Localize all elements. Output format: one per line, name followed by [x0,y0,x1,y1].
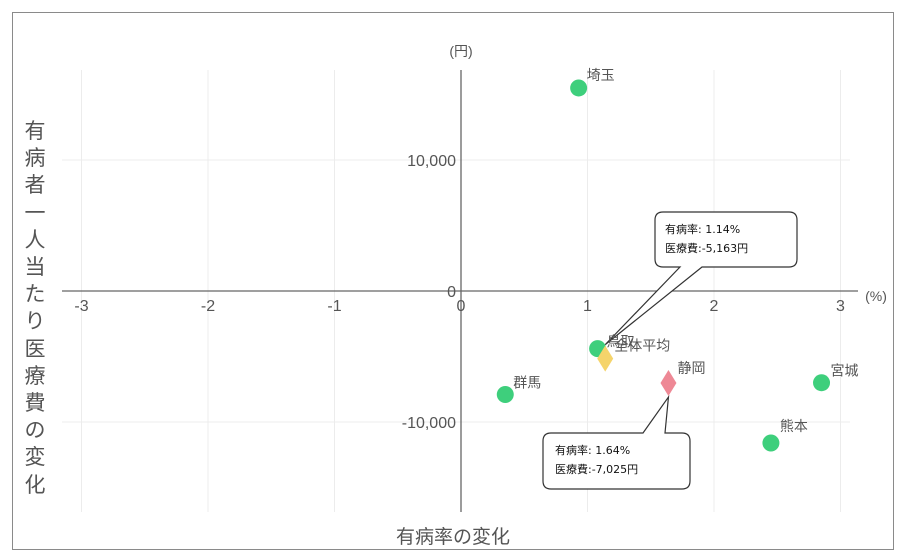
x-tick-label: -2 [201,298,215,315]
y-axis-label-char: 化 [24,472,46,497]
x-tick-label: -3 [74,298,88,315]
point-群馬 [496,385,514,403]
x-tick-label: -1 [327,298,341,315]
y-axis-label-char: 変 [24,445,46,470]
point-label-宮城: 宮城 [831,364,859,380]
y-axis-label-char: 療 [24,363,46,388]
point-宮城 [813,374,831,392]
point-label-群馬: 群馬 [513,375,541,391]
y-axis-label: 有病者一人当たり医療費の変化 [20,118,50,499]
x-unit-label: (%) [865,288,887,304]
x-tick-label: 3 [836,298,845,315]
point-埼玉 [570,79,588,97]
point-label-埼玉: 埼玉 [587,68,615,84]
tooltip-average [604,211,798,346]
y-tick-label: -10,000 [402,415,456,432]
tooltip-shizuoka-rate: 有病率: 1.64% [555,443,630,457]
point-label-全体平均: 全体平均 [614,338,670,355]
x-axis-label: 有病率の変化 [395,526,510,548]
point-label-静岡: 静岡 [677,361,705,377]
x-tick-label: 1 [583,298,592,315]
tooltip-average-cost: 医療費:-5,163円 [665,241,748,255]
point-全体平均 [597,345,614,372]
tooltip-shizuoka-cost: 医療費:-7,025円 [555,462,638,476]
y-axis-label-char: り [24,309,46,334]
y-axis-label-char: 一 [24,200,46,225]
y-tick-label: 0 [447,284,456,301]
y-axis-label-char: 有 [24,119,46,143]
y-axis-label-char: た [24,282,46,307]
y-axis-label-char: 病 [24,146,46,171]
x-tick-label: 0 [457,298,466,315]
chart-border [12,12,894,550]
y-tick-label: 10,000 [407,153,456,170]
point-静岡 [660,370,677,397]
point-熊本 [762,434,780,452]
y-axis-label-char: 当 [24,255,46,280]
y-axis-label-char: の [24,418,46,443]
y-axis-label-char: 医 [24,336,46,361]
y-axis-label-char: 費 [24,391,46,416]
tooltip-shizuoka [542,394,691,490]
point-label-鳥取: 鳥取 [607,335,635,351]
point-label-熊本: 熊本 [780,419,808,435]
x-tick-label: 2 [710,298,719,315]
tooltip-average-rate: 有病率: 1.14% [665,222,740,236]
y-axis-label-char: 人 [24,227,46,252]
y-axis-label-char: 者 [24,173,46,198]
y-unit-label: (円) [449,43,472,59]
